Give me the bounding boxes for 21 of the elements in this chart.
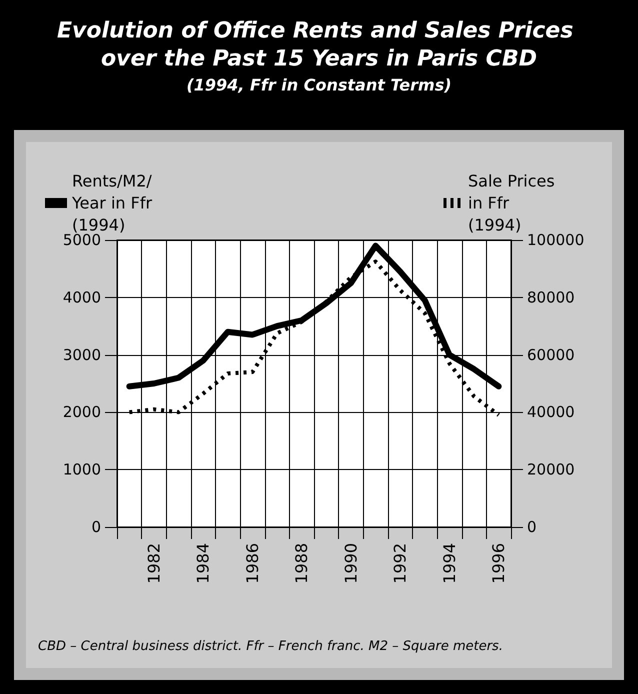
y2-tick-label: 20000 [527,460,575,479]
y-tick-label: 4000 [62,288,101,306]
y-tick-label: 2000 [62,403,101,422]
x-tick-label: 1992 [390,543,410,584]
x-tick-label: 1986 [242,543,262,584]
chart-subtitle: (1994, Ffr in Constant Terms) [186,76,452,94]
x-tick-label: 1984 [194,543,213,584]
chart-title: Evolution of Office Rents and Sales Prices over the Past 15 Years in Paris CBD [57,18,581,72]
x-tick-label: 1996 [489,543,508,584]
x-tick-label: 1994 [440,543,459,584]
y-tick-label: 0 [91,518,101,536]
x-tick-label: 1988 [292,543,312,584]
y2-tick-label: 60000 [527,346,575,364]
x-tick-label: 1990 [341,543,360,584]
x-tick-label: 1982 [144,543,164,584]
y2-tick-label: 80000 [527,288,575,306]
y2-tick-label: 40000 [527,403,575,422]
y-tick-label: 3000 [62,346,101,364]
y2-tick-label: 0 [527,518,537,536]
y-tick-label: 1000 [62,460,101,479]
text: CBD – Central business district. Ffr – French franc. M2 – Square meters. [38,639,503,654]
